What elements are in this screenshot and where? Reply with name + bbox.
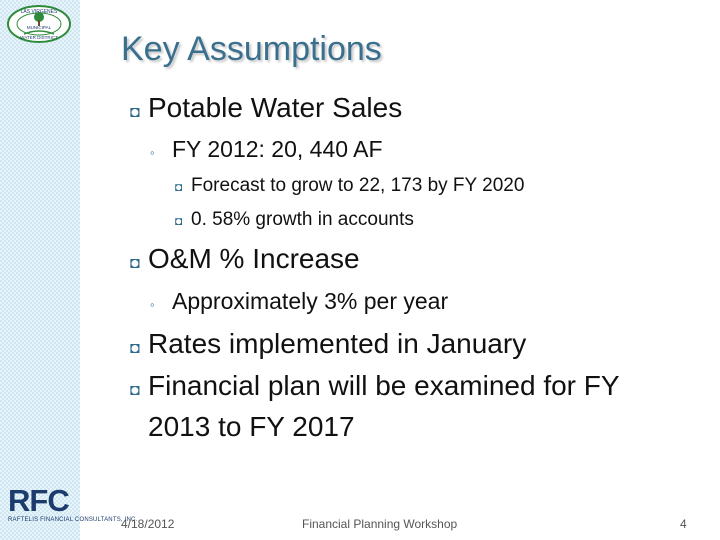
list-item-level3: ◘ 0. 58% growth in accounts bbox=[175, 209, 414, 231]
bullet-icon: ◘ bbox=[130, 255, 140, 272]
district-logo: LAS VIRGENES MUNICIPAL WATER DISTRICT bbox=[7, 5, 71, 43]
bullet-icon: ◘ bbox=[175, 180, 183, 194]
bullet-icon: ◦ bbox=[150, 297, 155, 312]
bullet-icon: ◘ bbox=[175, 214, 183, 228]
list-item-level1: ◘ O&M % Increase bbox=[130, 243, 360, 275]
slide-number: 4 bbox=[680, 517, 687, 531]
list-item-text: Rates implemented in January bbox=[148, 328, 527, 359]
bullet-icon: ◘ bbox=[130, 382, 140, 399]
rfc-logo-letters: RFC bbox=[8, 483, 70, 518]
rfc-logo-subtitle: RAFTELIS FINANCIAL CONSULTANTS, INC. bbox=[8, 517, 138, 523]
footer-event-title: Financial Planning Workshop bbox=[302, 517, 458, 531]
district-logo-center-text: MUNICIPAL bbox=[27, 25, 52, 30]
list-item-text: Potable Water Sales bbox=[148, 92, 403, 123]
bullet-icon: ◦ bbox=[150, 145, 155, 160]
list-item-level2: ◦ Approximately 3% per year bbox=[150, 288, 448, 315]
list-item-text: FY 2012: 20, 440 AF bbox=[172, 136, 383, 162]
list-item-level1: ◘ Rates implemented in January bbox=[130, 328, 526, 360]
list-item-text: Financial plan will be examined for FY bbox=[148, 370, 620, 401]
rfc-logo: RFC RAFTELIS FINANCIAL CONSULTANTS, INC. bbox=[6, 483, 138, 530]
sidebar-panel: LAS VIRGENES MUNICIPAL WATER DISTRICT RF… bbox=[0, 0, 138, 540]
list-item-level1: ◘ Financial plan will be examined for FY bbox=[130, 370, 620, 402]
bullet-icon: ◘ bbox=[130, 340, 140, 357]
list-item-level2: ◦ FY 2012: 20, 440 AF bbox=[150, 136, 383, 163]
list-item-text: 2013 to FY 2017 bbox=[148, 411, 355, 442]
list-item-text: O&M % Increase bbox=[148, 243, 360, 274]
bullet-icon: ◘ bbox=[130, 104, 140, 121]
list-item-text: Approximately 3% per year bbox=[172, 288, 449, 314]
footer-date: 4/18/2012 bbox=[121, 517, 175, 531]
list-item-level1: ◘ Potable Water Sales bbox=[130, 92, 402, 124]
slide-title: Key Assumptions bbox=[121, 30, 382, 68]
list-item-continuation: 2013 to FY 2017 bbox=[148, 411, 355, 443]
list-item-level3: ◘ Forecast to grow to 22, 173 by FY 2020 bbox=[175, 175, 524, 197]
district-logo-bottom-text: WATER DISTRICT bbox=[20, 35, 58, 40]
district-logo-top-text: LAS VIRGENES bbox=[21, 9, 58, 15]
list-item-text: 0. 58% growth in accounts bbox=[191, 209, 414, 230]
list-item-text: Forecast to grow to 22, 173 by FY 2020 bbox=[191, 175, 525, 196]
